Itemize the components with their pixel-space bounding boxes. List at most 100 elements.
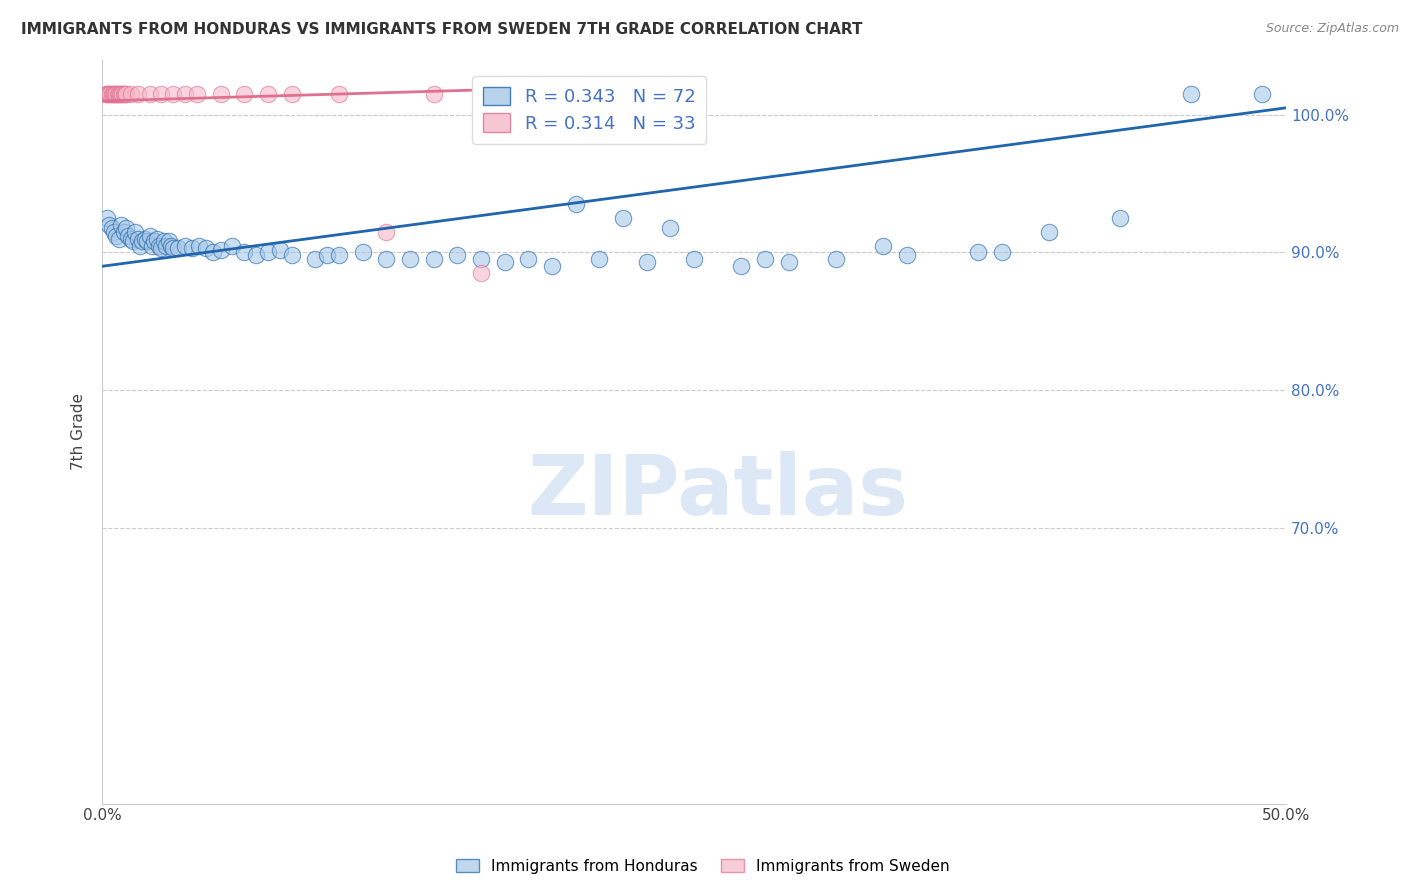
- Point: [186, 87, 208, 101]
- Point: [98, 218, 121, 232]
- Point: [181, 241, 204, 255]
- Point: [209, 87, 232, 101]
- Point: [636, 255, 658, 269]
- Point: [1251, 87, 1274, 101]
- Point: [375, 252, 398, 267]
- Point: [174, 87, 197, 101]
- Point: [104, 87, 127, 101]
- Point: [107, 232, 129, 246]
- Point: [145, 232, 167, 246]
- Point: [108, 87, 131, 101]
- Point: [105, 87, 128, 101]
- Point: [991, 245, 1014, 260]
- Point: [269, 243, 291, 257]
- Point: [446, 248, 468, 262]
- Point: [221, 238, 243, 252]
- Point: [612, 211, 634, 225]
- Point: [100, 220, 122, 235]
- Text: Source: ZipAtlas.com: Source: ZipAtlas.com: [1265, 22, 1399, 36]
- Y-axis label: 7th Grade: 7th Grade: [72, 393, 86, 470]
- Point: [872, 238, 894, 252]
- Point: [280, 87, 302, 101]
- Point: [117, 229, 139, 244]
- Point: [110, 87, 132, 101]
- Point: [120, 232, 142, 246]
- Point: [96, 211, 118, 225]
- Point: [96, 87, 118, 101]
- Point: [316, 248, 339, 262]
- Point: [422, 87, 444, 101]
- Legend: R = 0.343   N = 72, R = 0.314   N = 33: R = 0.343 N = 72, R = 0.314 N = 33: [472, 76, 706, 144]
- Point: [120, 87, 142, 101]
- Point: [683, 252, 706, 267]
- Point: [143, 235, 166, 249]
- Point: [564, 197, 586, 211]
- Point: [470, 252, 492, 267]
- Point: [162, 87, 184, 101]
- Point: [195, 241, 218, 255]
- Point: [112, 225, 135, 239]
- Point: [209, 243, 232, 257]
- Point: [100, 87, 122, 101]
- Point: [304, 252, 326, 267]
- Point: [422, 252, 444, 267]
- Point: [375, 225, 398, 239]
- Point: [150, 241, 173, 255]
- Text: ZIPatlas: ZIPatlas: [527, 450, 908, 532]
- Point: [202, 245, 225, 260]
- Point: [257, 245, 280, 260]
- Point: [157, 235, 180, 249]
- Text: IMMIGRANTS FROM HONDURAS VS IMMIGRANTS FROM SWEDEN 7TH GRADE CORRELATION CHART: IMMIGRANTS FROM HONDURAS VS IMMIGRANTS F…: [21, 22, 863, 37]
- Point: [103, 87, 125, 101]
- Point: [148, 238, 170, 252]
- Point: [174, 238, 197, 252]
- Point: [124, 225, 146, 239]
- Point: [1109, 211, 1132, 225]
- Point: [352, 245, 374, 260]
- Point: [129, 238, 152, 252]
- Point: [150, 87, 173, 101]
- Point: [659, 220, 682, 235]
- Point: [94, 87, 117, 101]
- Point: [778, 255, 800, 269]
- Point: [100, 87, 122, 101]
- Point: [730, 260, 752, 274]
- Point: [115, 87, 138, 101]
- Point: [470, 266, 492, 280]
- Point: [111, 87, 134, 101]
- Point: [110, 218, 132, 232]
- Point: [896, 248, 918, 262]
- Point: [541, 260, 564, 274]
- Point: [399, 252, 422, 267]
- Point: [167, 241, 190, 255]
- Point: [517, 252, 540, 267]
- Legend: Immigrants from Honduras, Immigrants from Sweden: Immigrants from Honduras, Immigrants fro…: [450, 853, 956, 880]
- Point: [141, 238, 163, 252]
- Point: [1038, 225, 1060, 239]
- Point: [967, 245, 990, 260]
- Point: [328, 87, 350, 101]
- Point: [162, 241, 184, 255]
- Point: [112, 87, 135, 101]
- Point: [97, 87, 120, 101]
- Point: [155, 238, 177, 252]
- Point: [754, 252, 776, 267]
- Point: [127, 232, 149, 246]
- Point: [134, 232, 156, 246]
- Point: [257, 87, 280, 101]
- Point: [188, 238, 211, 252]
- Point: [825, 252, 848, 267]
- Point: [114, 87, 136, 101]
- Point: [494, 255, 516, 269]
- Point: [160, 238, 183, 252]
- Point: [122, 235, 145, 249]
- Point: [105, 229, 128, 244]
- Point: [107, 87, 129, 101]
- Point: [245, 248, 267, 262]
- Point: [588, 252, 610, 267]
- Point: [127, 87, 149, 101]
- Point: [280, 248, 302, 262]
- Point: [107, 87, 129, 101]
- Point: [138, 87, 160, 101]
- Point: [98, 87, 121, 101]
